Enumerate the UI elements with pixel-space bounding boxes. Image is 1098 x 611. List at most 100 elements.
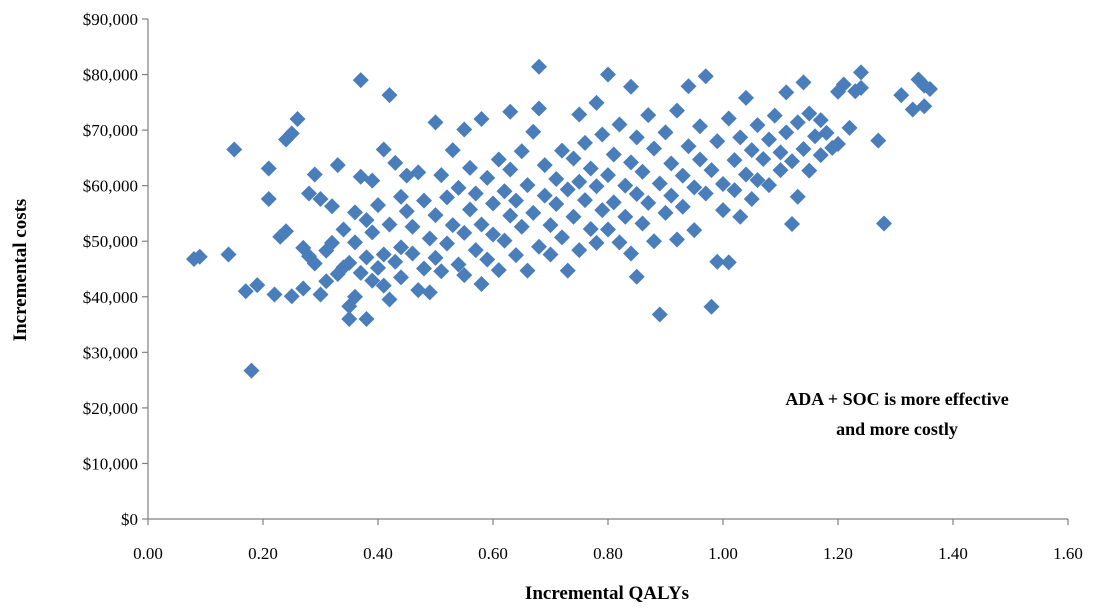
data-point <box>628 186 645 202</box>
data-point <box>531 100 547 117</box>
data-point <box>680 138 697 155</box>
data-point <box>341 311 358 327</box>
data-point <box>352 264 369 281</box>
data-point <box>364 224 381 241</box>
data-point <box>726 152 743 169</box>
data-point <box>347 234 363 251</box>
data-point <box>732 208 749 225</box>
data-point <box>226 141 243 158</box>
data-point <box>571 173 588 190</box>
data-point <box>427 114 444 131</box>
data-point <box>772 162 789 179</box>
data-point <box>565 150 582 167</box>
data-point <box>439 235 455 252</box>
x-tick-label: 0.00 <box>133 544 163 563</box>
data-point <box>784 153 800 170</box>
data-point <box>749 117 766 134</box>
data-point <box>657 124 674 141</box>
data-point <box>519 262 536 279</box>
y-tick-label: $10,000 <box>83 454 138 473</box>
data-point <box>588 234 605 251</box>
data-point <box>559 262 576 279</box>
data-point <box>686 222 703 239</box>
data-point <box>870 132 887 149</box>
data-point <box>559 181 576 198</box>
y-tick-label: $0 <box>121 510 138 529</box>
data-point <box>358 212 375 229</box>
data-point <box>669 102 685 119</box>
data-point <box>381 216 398 233</box>
data-point <box>301 185 317 202</box>
data-point <box>548 171 565 187</box>
data-point <box>502 207 519 224</box>
x-axis-title: Incremental QALYs <box>525 583 689 604</box>
data-point <box>324 198 340 215</box>
data-point <box>669 231 685 248</box>
data-point <box>283 288 300 305</box>
data-point <box>393 239 409 256</box>
data-point <box>473 111 490 127</box>
x-tick-label: 1.40 <box>938 544 968 563</box>
data-point <box>674 198 691 215</box>
y-tick-label: $30,000 <box>83 343 138 362</box>
data-point <box>617 177 634 194</box>
data-point <box>508 247 524 264</box>
data-point <box>364 272 381 289</box>
data-point <box>565 208 582 225</box>
data-point <box>801 105 818 122</box>
data-point <box>352 72 369 89</box>
data-point <box>692 118 708 135</box>
data-point <box>444 217 461 234</box>
data-point <box>220 246 237 263</box>
data-point <box>490 262 507 279</box>
data-point <box>341 254 358 271</box>
data-point <box>674 167 691 184</box>
data-point <box>266 286 283 303</box>
data-point <box>720 254 737 271</box>
data-point <box>329 157 346 174</box>
data-point <box>841 119 858 136</box>
data-point <box>479 251 496 268</box>
data-point <box>646 233 662 250</box>
data-point <box>473 276 490 292</box>
data-point <box>577 192 593 209</box>
data-point <box>807 128 823 145</box>
data-point <box>347 204 363 221</box>
data-point <box>450 179 467 196</box>
data-point <box>617 208 634 225</box>
data-point <box>789 114 806 131</box>
data-point <box>709 253 726 270</box>
data-point <box>904 101 921 118</box>
data-point <box>375 246 392 263</box>
data-point <box>358 311 375 327</box>
data-point <box>651 175 668 192</box>
data-point <box>634 215 651 232</box>
data-point <box>680 78 697 95</box>
data-point <box>531 58 547 75</box>
data-point <box>623 154 639 171</box>
data-point <box>249 277 266 294</box>
data-point <box>554 229 570 246</box>
data-point <box>370 197 386 214</box>
y-axis-tick-labels: $0 $10,000 $20,000 $30,000 $40,000 $50,000 $60… <box>83 10 138 529</box>
data-point <box>456 224 473 241</box>
data-point <box>502 103 519 120</box>
data-point <box>375 141 392 158</box>
data-point <box>749 172 766 189</box>
data-point <box>732 129 749 146</box>
data-point <box>260 160 277 177</box>
data-point <box>755 151 772 167</box>
x-tick-label: 1.20 <box>823 544 853 563</box>
data-point <box>761 177 777 194</box>
data-point <box>818 124 835 141</box>
data-point <box>410 282 427 299</box>
data-point <box>260 191 277 207</box>
data-point <box>370 259 386 276</box>
data-point <box>542 217 559 234</box>
data-point <box>456 267 473 284</box>
data-point <box>347 288 363 305</box>
data-point <box>743 142 760 159</box>
data-point <box>594 126 611 143</box>
data-point <box>703 162 720 179</box>
